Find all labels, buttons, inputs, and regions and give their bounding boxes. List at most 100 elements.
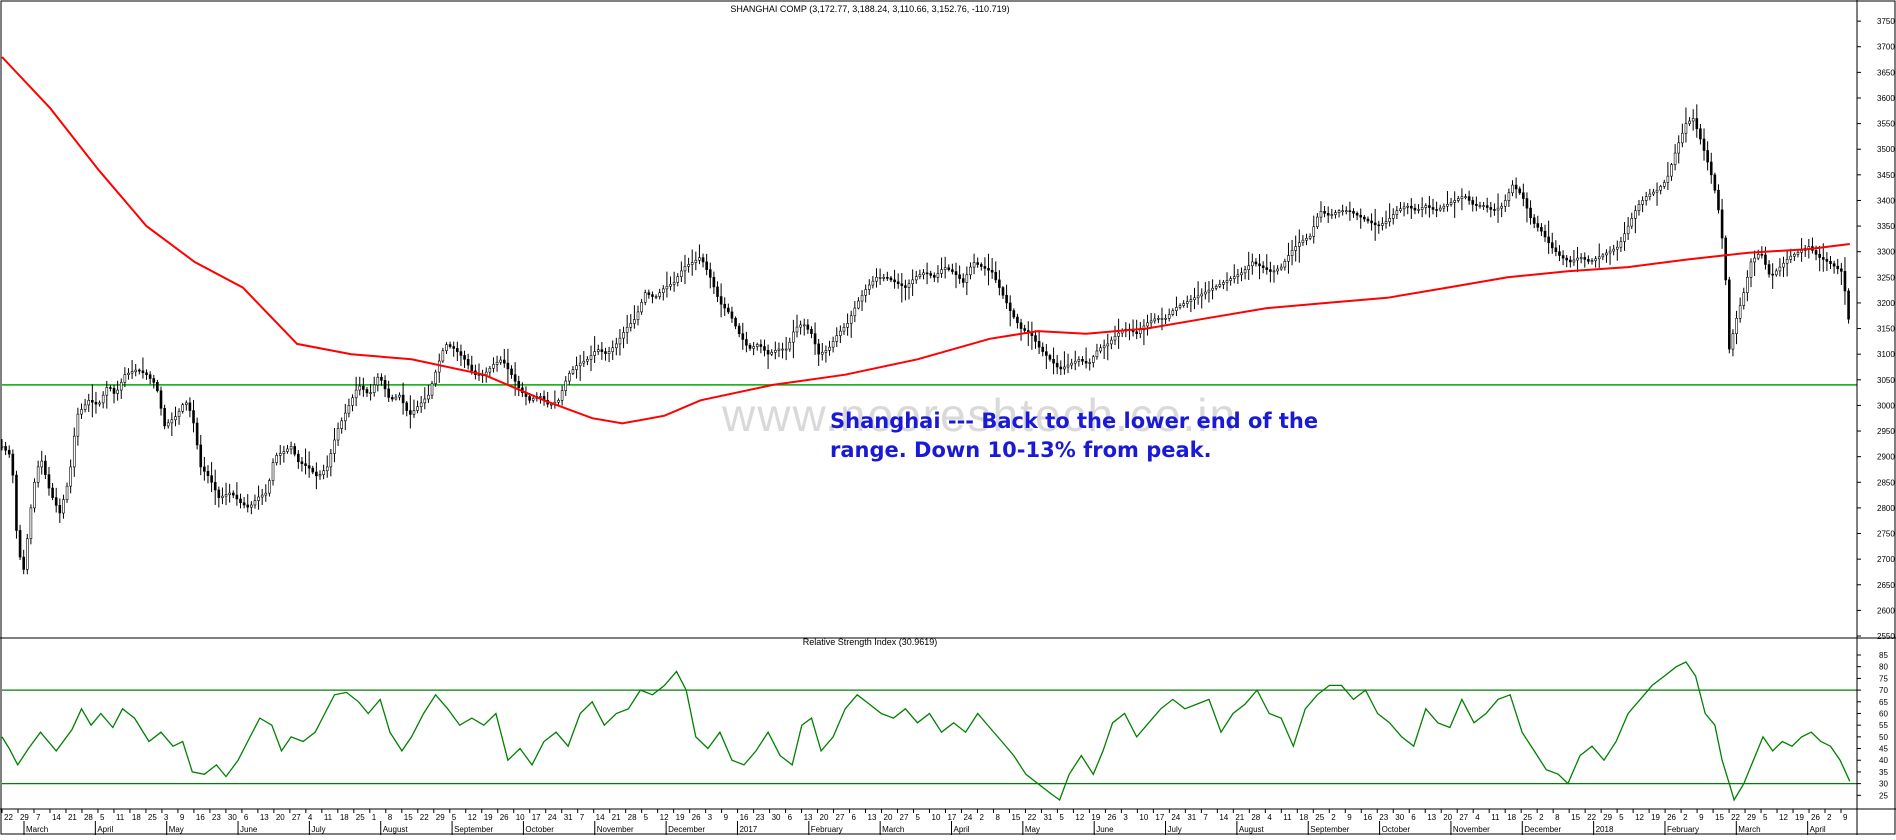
candle-body bbox=[936, 273, 940, 278]
candle-body bbox=[463, 355, 466, 360]
candle-body bbox=[409, 410, 412, 415]
candle-body bbox=[419, 402, 423, 408]
x-day-label: 5 bbox=[1619, 813, 1624, 822]
candle-body bbox=[958, 274, 961, 279]
candle-body bbox=[640, 302, 643, 313]
candle-body bbox=[1735, 318, 1738, 334]
candle-body bbox=[1135, 331, 1138, 334]
candle-body bbox=[1337, 210, 1341, 213]
candle-body bbox=[1821, 257, 1825, 260]
x-day-label: 26 bbox=[1667, 813, 1676, 822]
candle-body bbox=[1066, 364, 1070, 368]
candle-body bbox=[1475, 204, 1478, 206]
candle-body bbox=[965, 274, 969, 283]
candle-body bbox=[961, 278, 965, 283]
candle-body bbox=[1623, 233, 1626, 242]
candle-body bbox=[315, 471, 318, 477]
candle-body bbox=[246, 504, 250, 508]
candle-body bbox=[181, 404, 184, 412]
x-day-label: 17 bbox=[532, 813, 541, 822]
candle-body bbox=[1688, 120, 1691, 124]
x-day-label: 27 bbox=[836, 813, 845, 822]
candle-body bbox=[1543, 230, 1547, 238]
candle-body bbox=[1243, 269, 1247, 274]
candle-body bbox=[159, 390, 163, 409]
x-day-label: 7 bbox=[1203, 813, 1208, 822]
candle-body bbox=[1478, 205, 1482, 207]
x-day-label: 15 bbox=[404, 813, 413, 822]
candle-body bbox=[87, 399, 91, 406]
candle-body bbox=[1619, 241, 1623, 248]
candle-body bbox=[867, 284, 871, 290]
candle-body bbox=[1753, 257, 1756, 263]
x-day-label: 12 bbox=[1075, 813, 1084, 822]
x-month-label: October bbox=[525, 825, 554, 834]
x-month-label: September bbox=[1310, 825, 1349, 834]
candle-body bbox=[1764, 254, 1767, 265]
x-day-label: 14 bbox=[52, 813, 61, 822]
x-day-label: 11 bbox=[1491, 813, 1500, 822]
candle-body bbox=[820, 351, 824, 355]
candle-body bbox=[1312, 226, 1316, 237]
candle-body bbox=[647, 292, 651, 295]
x-day-label: 9 bbox=[1699, 813, 1704, 822]
candle-body bbox=[929, 273, 933, 276]
candle-body bbox=[333, 439, 336, 454]
candle-body bbox=[423, 398, 427, 404]
candle-body bbox=[1081, 359, 1084, 362]
candle-body bbox=[777, 348, 781, 351]
candle-body bbox=[1240, 272, 1243, 276]
candle-body bbox=[954, 271, 958, 276]
candle-body bbox=[405, 402, 409, 411]
candle-body bbox=[1597, 256, 1601, 260]
x-day-label: 12 bbox=[1635, 813, 1644, 822]
candle-body bbox=[1283, 261, 1287, 268]
x-month-label: 2018 bbox=[1596, 825, 1614, 834]
candle-body bbox=[661, 288, 665, 293]
x-day-label: 13 bbox=[1427, 813, 1436, 822]
x-day-label: 30 bbox=[772, 813, 781, 822]
candle-body bbox=[734, 318, 737, 327]
price-tick-label: 3400 bbox=[1877, 196, 1895, 205]
candle-body bbox=[1218, 284, 1222, 287]
price-tick-label: 3450 bbox=[1877, 171, 1895, 180]
candle-body bbox=[1149, 320, 1153, 324]
candle-body bbox=[1713, 174, 1717, 191]
x-day-label: 15 bbox=[1571, 813, 1580, 822]
rsi-tick-label: 80 bbox=[1879, 663, 1888, 672]
x-day-label: 20 bbox=[1443, 813, 1452, 822]
candle-body bbox=[1626, 225, 1630, 235]
candle-body bbox=[40, 460, 44, 468]
x-month-label: July bbox=[311, 825, 325, 834]
x-day-label: 4 bbox=[308, 813, 313, 822]
candle-body bbox=[1594, 258, 1597, 261]
rsi-tick-label: 60 bbox=[1879, 709, 1888, 718]
price-tick-label: 2950 bbox=[1877, 427, 1895, 436]
candle-body bbox=[1366, 218, 1370, 222]
x-day-label: 19 bbox=[676, 813, 685, 822]
candle-body bbox=[1684, 123, 1688, 134]
candle-body bbox=[1511, 184, 1514, 194]
candle-body bbox=[849, 315, 853, 324]
candle-body bbox=[98, 402, 101, 405]
candle-body bbox=[839, 330, 842, 336]
candle-body bbox=[1709, 161, 1713, 176]
candle-body bbox=[1294, 246, 1297, 251]
x-day-label: 2 bbox=[1827, 813, 1832, 822]
x-day-label: 31 bbox=[1187, 813, 1196, 822]
x-day-label: 4 bbox=[1267, 813, 1272, 822]
candle-body bbox=[1760, 253, 1764, 256]
candle-body bbox=[1496, 207, 1500, 211]
candle-body bbox=[643, 292, 647, 303]
price-tick-label: 3500 bbox=[1877, 145, 1895, 154]
candle-body bbox=[853, 307, 857, 317]
candle-body bbox=[1464, 196, 1467, 198]
candle-body bbox=[1778, 266, 1782, 272]
candle-body bbox=[456, 348, 459, 352]
x-day-label: 13 bbox=[868, 813, 877, 822]
candle-body bbox=[221, 495, 224, 498]
x-month-label: April bbox=[97, 825, 113, 834]
rsi-tick-label: 55 bbox=[1879, 721, 1888, 730]
candle-body bbox=[72, 435, 76, 468]
x-day-label: 22 bbox=[1027, 813, 1036, 822]
